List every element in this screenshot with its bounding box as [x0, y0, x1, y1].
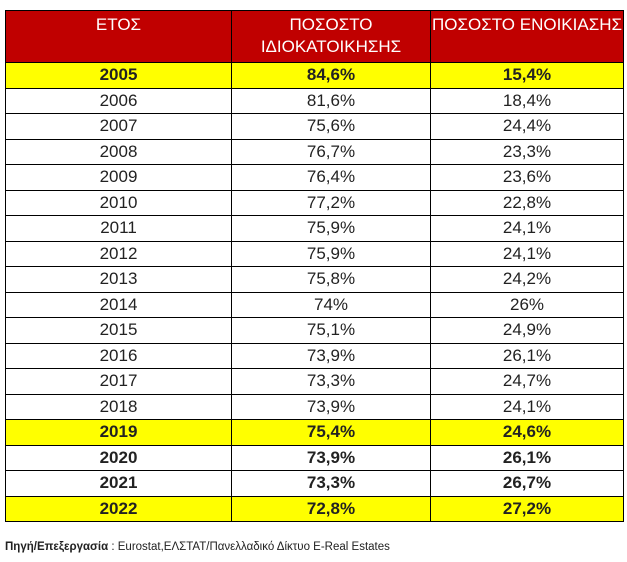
year-cell: 2022	[5, 495, 232, 522]
table-row: 2013 75,8% 24,2%	[5, 266, 624, 293]
table-row: 2011 75,9% 24,1%	[5, 215, 624, 242]
ownership-cell: 84,6%	[231, 62, 431, 89]
table-row: 2012 75,9% 24,1%	[5, 240, 624, 267]
table-row: 2022 72,8% 27,2%	[5, 495, 624, 522]
ownership-cell: 73,9%	[231, 444, 431, 471]
rental-cell: 23,6%	[430, 164, 624, 191]
rental-cell: 18,4%	[430, 87, 624, 114]
rental-cell: 24,1%	[430, 215, 624, 242]
header-year: ΕΤΟΣ	[5, 10, 232, 63]
table-row: 2005 84,6% 15,4%	[5, 62, 624, 89]
year-cell: 2011	[5, 215, 232, 242]
year-cell: 2019	[5, 419, 232, 446]
ownership-cell: 73,9%	[231, 393, 431, 420]
ownership-cell: 75,6%	[231, 113, 431, 140]
table-row: 2017 73,3% 24,7%	[5, 368, 624, 395]
ownership-cell: 73,3%	[231, 470, 431, 497]
year-cell: 2006	[5, 87, 232, 114]
year-cell: 2009	[5, 164, 232, 191]
year-cell: 2018	[5, 393, 232, 420]
table-row: 2016 73,9% 26,1%	[5, 342, 624, 369]
year-cell: 2021	[5, 470, 232, 497]
table-row: 2006 81,6% 18,4%	[5, 87, 624, 114]
ownership-cell: 75,8%	[231, 266, 431, 293]
rental-cell: 24,6%	[430, 419, 624, 446]
ownership-cell: 81,6%	[231, 87, 431, 114]
source-text: : Eurostat,ΕΛΣΤΑΤ/Πανελλαδικό Δίκτυο E-R…	[108, 541, 390, 553]
table-row: 2007 75,6% 24,4%	[5, 113, 624, 140]
table-row: 2015 75,1% 24,9%	[5, 317, 624, 344]
year-cell: 2012	[5, 240, 232, 267]
rental-cell: 26%	[430, 291, 624, 318]
rental-cell: 24,9%	[430, 317, 624, 344]
year-cell: 2017	[5, 368, 232, 395]
rental-cell: 24,1%	[430, 393, 624, 420]
ownership-cell: 76,7%	[231, 138, 431, 165]
year-cell: 2005	[5, 62, 232, 89]
year-cell: 2020	[5, 444, 232, 471]
rental-cell: 22,8%	[430, 189, 624, 216]
rental-cell: 26,1%	[430, 342, 624, 369]
rental-cell: 24,7%	[430, 368, 624, 395]
header-rental-rate: ΠΟΣΟΣΤΟ ΕΝΟΙΚΙΑΣΗΣ	[430, 10, 624, 63]
table-row: 2021 73,3% 26,7%	[5, 470, 624, 497]
rental-cell: 23,3%	[430, 138, 624, 165]
table-row: 2009 76,4% 23,6%	[5, 164, 624, 191]
ownership-cell: 75,1%	[231, 317, 431, 344]
rental-cell: 24,1%	[430, 240, 624, 267]
table-row: 2019 75,4% 24,6%	[5, 419, 624, 446]
year-cell: 2010	[5, 189, 232, 216]
table-row: 2020 73,9% 26,1%	[5, 444, 624, 471]
year-cell: 2008	[5, 138, 232, 165]
ownership-cell: 75,9%	[231, 240, 431, 267]
table-row: 2008 76,7% 23,3%	[5, 138, 624, 165]
ownership-cell: 74%	[231, 291, 431, 318]
year-cell: 2014	[5, 291, 232, 318]
year-cell: 2013	[5, 266, 232, 293]
rental-cell: 26,7%	[430, 470, 624, 497]
rental-cell: 15,4%	[430, 62, 624, 89]
rental-cell: 27,2%	[430, 495, 624, 522]
ownership-cell: 75,9%	[231, 215, 431, 242]
ownership-cell: 73,3%	[231, 368, 431, 395]
source-label: Πηγή/Επεξεργασία	[5, 541, 109, 553]
year-cell: 2007	[5, 113, 232, 140]
year-cell: 2015	[5, 317, 232, 344]
ownership-cell: 77,2%	[231, 189, 431, 216]
ownership-cell: 75,4%	[231, 419, 431, 446]
ownership-cell: 76,4%	[231, 164, 431, 191]
rental-cell: 26,1%	[430, 444, 624, 471]
rental-cell: 24,4%	[430, 113, 624, 140]
ownership-rental-table: ΕΤΟΣ ΠΟΣΟΣΤΟ ΙΔΙΟΚΑΤΟΙΚΗΣΗΣ ΠΟΣΟΣΤΟ ΕΝΟΙ…	[5, 10, 624, 522]
year-cell: 2016	[5, 342, 232, 369]
table-row: 2010 77,2% 22,8%	[5, 189, 624, 216]
table-header-row: ΕΤΟΣ ΠΟΣΟΣΤΟ ΙΔΙΟΚΑΤΟΙΚΗΣΗΣ ΠΟΣΟΣΤΟ ΕΝΟΙ…	[5, 10, 624, 63]
table-row: 2018 73,9% 24,1%	[5, 393, 624, 420]
rental-cell: 24,2%	[430, 266, 624, 293]
ownership-cell: 73,9%	[231, 342, 431, 369]
source-note: Πηγή/Επεξεργασία : Eurostat,ΕΛΣΤΑΤ/Πανελ…	[5, 541, 390, 553]
ownership-cell: 72,8%	[231, 495, 431, 522]
table-row: 2014 74% 26%	[5, 291, 624, 318]
header-ownership-rate: ΠΟΣΟΣΤΟ ΙΔΙΟΚΑΤΟΙΚΗΣΗΣ	[231, 10, 431, 63]
